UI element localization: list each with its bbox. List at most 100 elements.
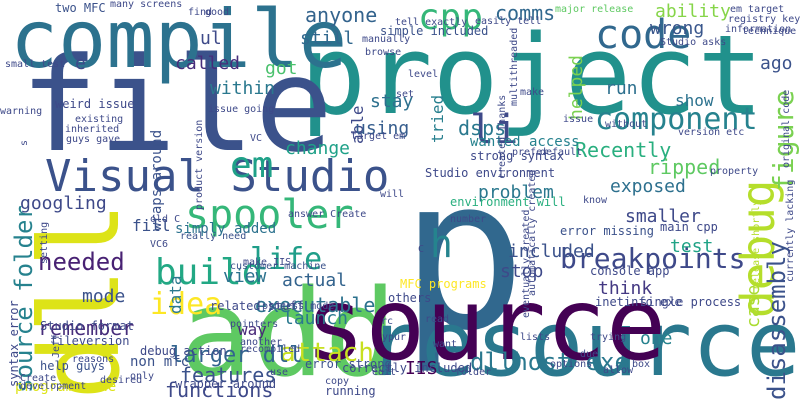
word-called-45: called	[175, 53, 241, 74]
word-automatically-created-123: automatically created	[527, 169, 538, 296]
word-comms-33: comms	[495, 1, 556, 25]
word-multithreaded-136: multithreaded	[509, 27, 520, 106]
word-jeff-133: Jeff	[51, 333, 62, 358]
word-know-149: know	[583, 195, 608, 206]
word-inetinfo-exe-85: inetinfo exe	[595, 295, 682, 309]
word-build-14: build	[155, 252, 264, 293]
word-release-shortly-121: release shortly	[751, 199, 762, 290]
word-debug-action-88: debug action	[140, 344, 227, 358]
word-main-cpp-81: main cpp	[660, 220, 718, 234]
word-prefer-146: prefer	[512, 147, 549, 158]
word-using-49: using	[355, 118, 410, 139]
word-find-139: find	[188, 7, 213, 18]
word-want-154: want	[433, 339, 458, 350]
word-fill-71: fill	[132, 216, 171, 235]
word-case-38: case	[743, 284, 764, 328]
word-version-etc-118: version etc	[678, 127, 745, 138]
word-iis-63: IIS	[405, 358, 438, 379]
word-got-44: got	[265, 58, 298, 79]
word-studio-environment-79: Studio environment	[425, 166, 556, 180]
word-s-172: s	[19, 139, 30, 146]
word-development-166: development	[20, 381, 87, 392]
word-without-145: without	[605, 119, 648, 130]
word-file-2: file	[20, 29, 334, 181]
word-ripped-54: ripped	[648, 155, 721, 179]
word-environment-will-80: environment will	[450, 195, 566, 209]
word-resource-4: resource	[367, 292, 800, 397]
word-smaller-57: smaller	[625, 206, 701, 227]
word-another-127: another	[240, 337, 283, 348]
word-single-process-86: single process	[640, 295, 742, 309]
word-error-strong-74: error strong	[305, 357, 392, 371]
word-two-mfc-103: two MFC	[55, 1, 106, 15]
word-product-version-134: product version	[194, 119, 205, 210]
word-reasons-164: reasons	[72, 354, 115, 365]
word-compile-5: compile	[10, 0, 348, 86]
word-pointers-126: pointers	[230, 319, 279, 330]
word-within-47: within	[210, 78, 276, 99]
word-vc6-128: VC6	[150, 239, 169, 250]
word-executable-31: executable	[255, 293, 376, 317]
word-visual-studio-8: Visual Studio	[45, 151, 390, 202]
word-old-c-129: old C	[150, 214, 181, 225]
word-make-iis-92: make IIS	[243, 257, 292, 268]
word-related-stuff-89: related stuff	[210, 299, 304, 313]
word-recompiled-90: recompiled	[240, 344, 301, 355]
word-helped-40: helped	[566, 54, 587, 120]
word-folder-159: folder	[455, 367, 492, 378]
word-simple-included-78: simple included	[380, 24, 489, 38]
word-issue-144: issue	[563, 114, 594, 125]
word-programs-one-75: programs one	[15, 379, 117, 395]
word-h-18: h	[430, 222, 453, 266]
word-answer-create-125: answer Create	[288, 209, 367, 220]
word-mfc-programs-84: MFC programs	[400, 277, 487, 291]
word-features-30: features	[180, 363, 277, 387]
word-e-48: e	[75, 53, 86, 74]
word-copy-161: copy	[325, 376, 350, 387]
word-registry-key-114: registry key	[728, 14, 800, 25]
word-currently-lacking-120: currently lacking	[785, 179, 796, 282]
word-help-guys-96: help guys	[40, 359, 106, 373]
word-wrong-35: wrong	[650, 18, 705, 39]
word-dllhost-exe-24: dllhost exe	[470, 348, 629, 376]
word-guys-gave-109: guys gave	[66, 134, 121, 145]
word-code-10: code	[595, 12, 692, 58]
word-setting-169: setting	[39, 221, 50, 264]
word-life-17: life	[250, 242, 323, 277]
word-change-50: change	[285, 138, 351, 159]
word-level-141: level	[408, 69, 439, 80]
word-vc-173: VC	[250, 133, 263, 144]
word-project-1: project	[300, 11, 764, 139]
word-spooler-9: spooler	[185, 192, 354, 238]
word-read-153: read	[425, 314, 450, 325]
word-non-mfc-87: non mfc	[130, 354, 190, 370]
word-technique-115: technique	[742, 26, 797, 37]
word-cpp-21: cpp	[418, 0, 484, 38]
word-many-screens-104: many screens	[110, 0, 183, 10]
word-issue-going-170: issue going	[208, 104, 275, 115]
word-attach-16: attach	[280, 338, 374, 368]
word-only-167: only	[130, 371, 155, 382]
word-think-61: think	[598, 278, 653, 299]
word-inherited-108: inherited	[65, 124, 120, 135]
word-create-165: Create	[20, 373, 57, 384]
word-manually-137: manually	[362, 34, 411, 45]
word-one-62: one	[640, 328, 673, 349]
word-trying-132: trying	[590, 332, 627, 343]
word-launch-64: launch	[283, 308, 349, 329]
word-really-need-94: really need	[180, 231, 247, 242]
word-major-release-112: major release	[555, 4, 634, 15]
word-desired-163: desired	[100, 375, 143, 386]
word-view-66: view	[223, 266, 267, 287]
word-process-mode-91: process mode	[262, 301, 335, 312]
word-default-147: default	[540, 147, 583, 158]
word-information-116: information	[725, 24, 792, 35]
word-included-59: included	[508, 241, 595, 262]
word-browse-138: browse	[365, 47, 402, 58]
word-number-151: number	[450, 214, 487, 225]
word-em-target-113: em target	[730, 4, 785, 15]
word-simply-added-77: simply added	[175, 221, 277, 237]
word-wanted-access-72: wanted access	[470, 134, 580, 150]
word-use-162: use	[270, 367, 289, 378]
word-show-36: show	[675, 91, 714, 110]
